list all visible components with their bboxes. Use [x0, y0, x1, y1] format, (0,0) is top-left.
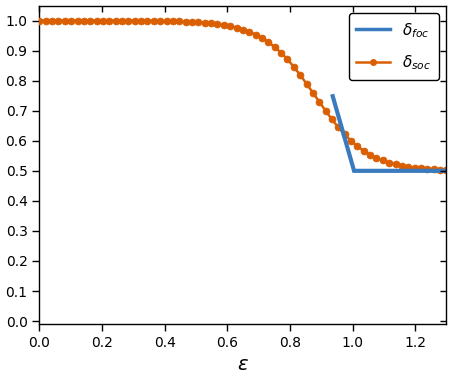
X-axis label: $\varepsilon$: $\varepsilon$ — [236, 355, 249, 374]
Legend: $\delta_{foc}$, $\delta_{soc}$: $\delta_{foc}$, $\delta_{soc}$ — [348, 13, 438, 80]
